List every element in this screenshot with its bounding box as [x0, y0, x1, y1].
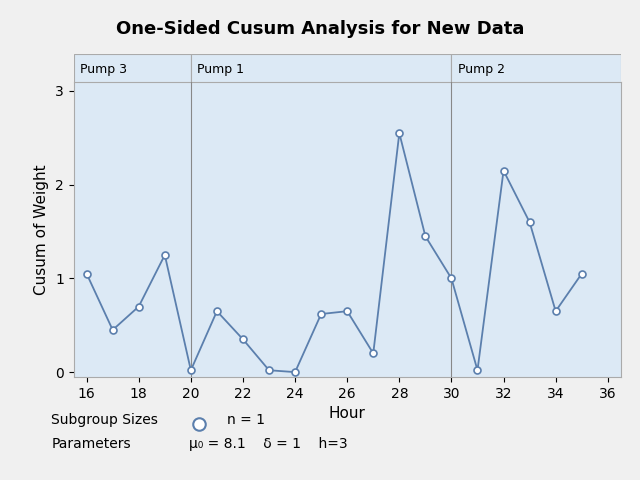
Text: n = 1: n = 1 [227, 413, 265, 427]
Text: Subgroup Sizes: Subgroup Sizes [51, 413, 158, 427]
Text: μ₀ = 8.1    δ = 1    h=3: μ₀ = 8.1 δ = 1 h=3 [189, 437, 348, 451]
X-axis label: Hour: Hour [329, 406, 365, 421]
Text: Pump 2: Pump 2 [458, 62, 505, 75]
Bar [451, 54, 621, 82]
Text: One-Sided Cusum Analysis for New Data: One-Sided Cusum Analysis for New Data [116, 20, 524, 38]
Text: Parameters: Parameters [51, 437, 131, 451]
Bar [74, 54, 191, 82]
Y-axis label: Cusum of Weight: Cusum of Weight [35, 164, 49, 295]
Text: Pump 3: Pump 3 [80, 62, 127, 75]
Bar [191, 54, 451, 82]
Text: Pump 1: Pump 1 [197, 62, 244, 75]
